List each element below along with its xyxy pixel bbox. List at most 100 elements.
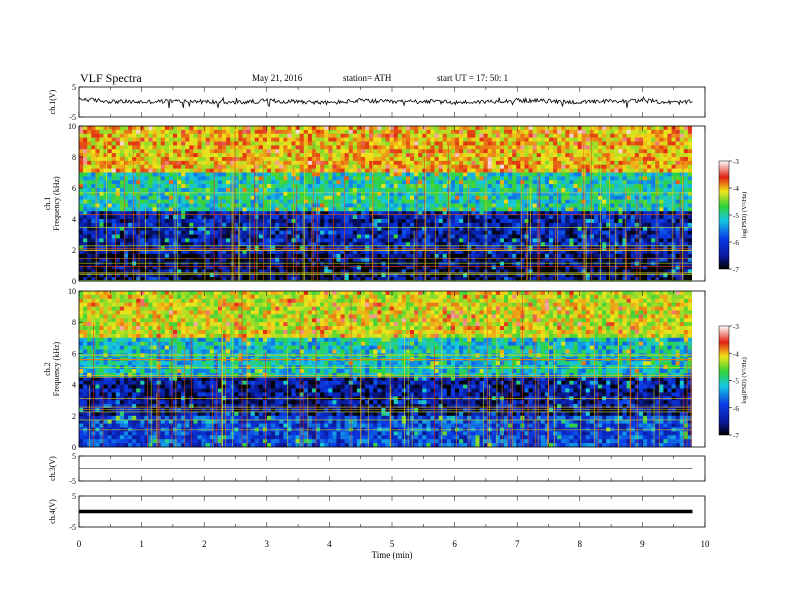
psd-cell: [99, 184, 104, 189]
psd-cell: [226, 250, 231, 255]
psd-cell: [262, 180, 268, 185]
psd-cell: [287, 180, 292, 185]
psd-cell: [226, 199, 231, 204]
psd-cell: [524, 176, 529, 181]
psd-cell: [389, 211, 394, 216]
psd-cell: [454, 180, 460, 185]
psd-cell: [164, 195, 170, 200]
psd-cell: [111, 157, 117, 162]
psd-cell: [99, 157, 104, 162]
psd-cell: [454, 160, 460, 166]
psd-cell: [544, 226, 550, 231]
psd-cell: [271, 234, 276, 239]
psd-cell: [332, 188, 337, 193]
psd-cell: [258, 149, 264, 154]
psd-cell: [679, 246, 685, 251]
psd-cell: [548, 242, 554, 247]
psd-cell: [414, 168, 419, 173]
psd-cell: [83, 153, 88, 158]
psd-cell: [356, 180, 362, 185]
psd-cell: [593, 215, 599, 220]
psd-cell: [389, 188, 394, 193]
psd-cell: [410, 145, 415, 150]
psd-cell: [638, 176, 644, 181]
psd-cell: [230, 211, 235, 216]
psd-cell: [83, 195, 88, 200]
psd-cell: [655, 199, 660, 204]
psd-cell: [450, 168, 456, 173]
psd-cell: [561, 219, 566, 224]
psd-cell: [663, 149, 668, 154]
psd-cell: [328, 222, 333, 228]
psd-cell: [181, 253, 186, 259]
psd-cell: [246, 195, 251, 200]
psd-cell: [136, 234, 141, 239]
psd-cell: [172, 164, 178, 169]
psd-cell: [385, 157, 390, 162]
psd-cell: [148, 203, 153, 208]
psd-cell: [332, 141, 337, 146]
psd-cell: [647, 172, 652, 177]
psd-cell: [262, 172, 268, 177]
psd-cell: [491, 211, 497, 216]
psd-cell: [328, 133, 333, 138]
psd-cell: [271, 226, 276, 231]
psd-cell: [565, 242, 570, 247]
psd-cell: [103, 164, 108, 169]
psd-cell: [369, 145, 374, 150]
psd-cell: [140, 168, 145, 173]
psd-cell: [344, 184, 350, 189]
psd-cell: [561, 172, 566, 177]
psd-cell: [516, 191, 521, 197]
psd-cell: [107, 226, 112, 231]
psd-cell: [638, 145, 644, 150]
psd-cell: [217, 133, 223, 138]
psd-cell: [626, 168, 631, 173]
psd-cell: [238, 164, 243, 169]
psd-cell: [262, 168, 268, 173]
psd-cell: [87, 242, 92, 247]
psd-cell: [593, 164, 599, 169]
psd-cell: [634, 164, 640, 169]
psd-cell: [365, 160, 370, 166]
psd-cell: [414, 137, 419, 142]
psd-cell: [520, 137, 525, 142]
psd-cell: [589, 172, 595, 177]
psd-cell: [128, 253, 133, 259]
psd-cell: [385, 172, 390, 177]
psd-cell: [454, 246, 460, 251]
psd-cell: [626, 180, 631, 185]
psd-cell: [446, 191, 452, 197]
psd-cell: [471, 180, 476, 185]
psd-cell: [679, 234, 685, 239]
psd-cell: [205, 207, 211, 212]
psd-cell: [352, 242, 358, 247]
psd-cell: [495, 250, 501, 255]
psd-cell: [565, 207, 570, 212]
psd-cell: [548, 160, 554, 166]
psd-cell: [132, 157, 137, 162]
psd-cell: [217, 126, 223, 131]
psd-cell: [602, 199, 607, 204]
psd-cell: [275, 230, 280, 235]
psd-cell: [397, 129, 403, 135]
psd-cell: [193, 234, 198, 239]
psd-cell: [463, 129, 468, 135]
psd-cell: [540, 164, 546, 169]
psd-cell: [140, 133, 145, 138]
psd-cell: [238, 176, 243, 181]
psd-cell: [132, 250, 137, 255]
psd-cell: [238, 145, 243, 150]
psd-cell: [238, 195, 243, 200]
psd-cell: [663, 219, 668, 224]
psd-cell: [434, 145, 439, 150]
psd-cell: [414, 250, 419, 255]
psd-cell: [655, 188, 660, 193]
psd-cell: [626, 172, 631, 177]
psd-cell: [328, 172, 333, 177]
psd-cell: [573, 176, 578, 181]
psd-cell: [508, 184, 513, 189]
psd-cell: [266, 176, 272, 181]
psd-cell: [271, 157, 276, 162]
psd-cell: [266, 126, 272, 131]
